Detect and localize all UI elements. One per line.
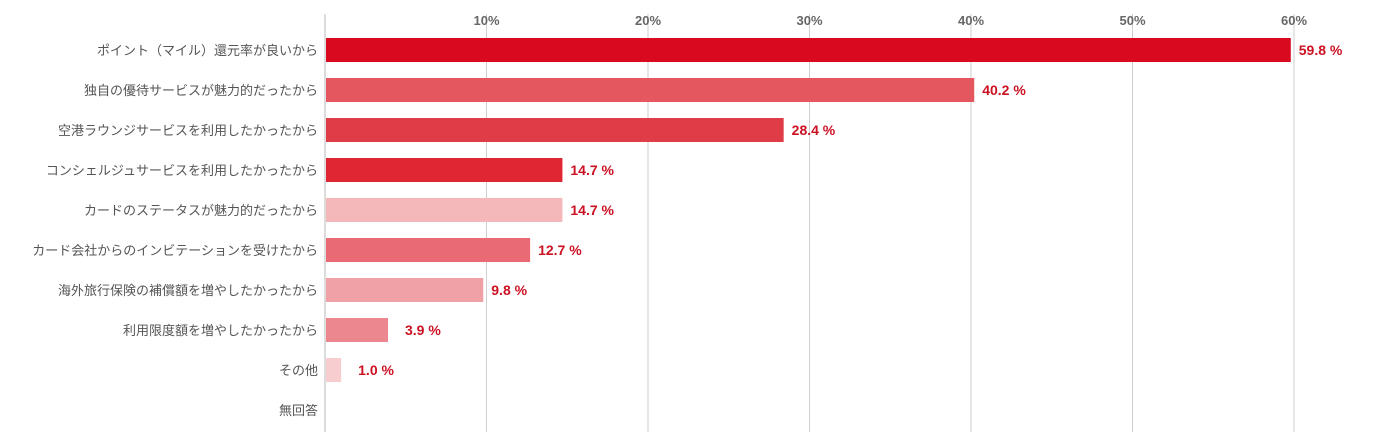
value-label-3: 14.7 % [570, 162, 614, 178]
bar-2 [326, 118, 784, 142]
bars [326, 38, 1291, 382]
value-label-2: 28.4 % [792, 122, 836, 138]
x-tick-label-60: 60% [1281, 13, 1307, 28]
category-label-4: カードのステータスが魅力的だったから [84, 203, 318, 219]
x-tick-label-30: 30% [796, 13, 822, 28]
bar-0 [326, 38, 1291, 62]
gridlines [486, 14, 1295, 432]
category-label-5: カード会社からのインビテーションを受けたから [32, 243, 318, 259]
value-label-8: 1.0 % [358, 362, 394, 378]
value-label-1: 40.2 % [982, 82, 1026, 98]
x-tick-label-10: 10% [473, 13, 499, 28]
category-label-1: 独自の優待サービスが魅力的だったから [84, 83, 318, 99]
category-label-3: コンシェルジュサービスを利用したかったから [46, 164, 318, 179]
bar-6 [326, 278, 484, 302]
value-label-6: 9.8 % [491, 282, 527, 298]
value-label-7: 3.9 % [405, 322, 441, 338]
bar-4 [326, 198, 563, 222]
value-label-5: 12.7 % [538, 242, 582, 258]
value-label-0: 59.8 % [1299, 42, 1343, 58]
category-label-0: ポイント（マイル）還元率が良いから [97, 43, 318, 59]
bar-5 [326, 238, 531, 262]
bar-1 [326, 78, 975, 102]
bar-8 [326, 358, 342, 382]
value-labels: 59.8 % 40.2 % 28.4 % 14.7 % 14.7 % 12.7 % 9.8 … [358, 42, 1343, 378]
x-tick-label-40: 40% [958, 13, 984, 28]
value-label-4: 14.7 % [570, 202, 614, 218]
bar-3 [326, 158, 563, 182]
category-labels: ポイント（マイル）還元率が良いから独自の優待サービスが魅力的だったから空港ラウン… [32, 43, 318, 419]
bar-7 [326, 318, 388, 342]
category-label-7: 利用限度額を増やしたかったから [123, 323, 318, 339]
x-tick-label-50: 50% [1119, 13, 1145, 28]
category-label-9: 無回答 [279, 403, 318, 419]
category-label-2: 空港ラウンジサービスを利用したかったから [58, 124, 318, 139]
category-label-8: その他 [279, 364, 318, 379]
category-label-6: 海外旅行保険の補償額を増やしたかったから [58, 284, 318, 299]
x-axis-ticks: 10% 20% 30% 40% 50% 60% [473, 13, 1307, 28]
x-tick-label-20: 20% [635, 13, 661, 28]
